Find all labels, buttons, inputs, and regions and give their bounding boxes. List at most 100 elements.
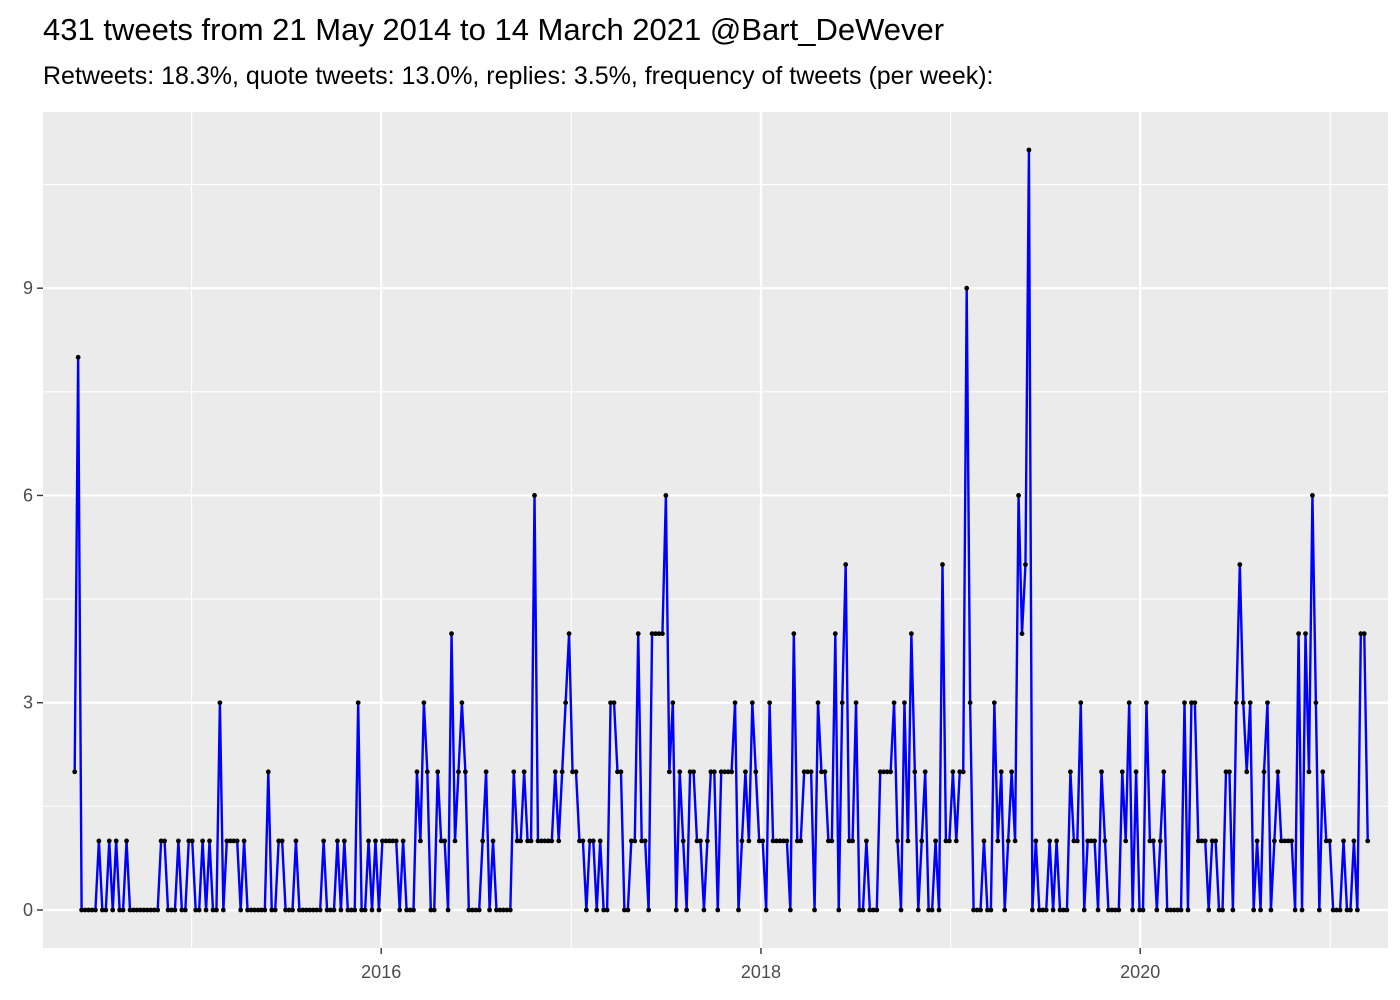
data-point bbox=[203, 907, 209, 913]
data-point bbox=[393, 838, 399, 844]
data-point bbox=[1278, 838, 1284, 844]
chart-subtitle: Retweets: 18.3%, quote tweets: 13.0%, re… bbox=[43, 62, 994, 90]
data-point bbox=[1240, 700, 1246, 706]
data-point bbox=[732, 700, 738, 706]
data-point bbox=[1230, 907, 1236, 913]
data-point bbox=[245, 907, 250, 913]
data-point bbox=[774, 838, 779, 844]
data-point bbox=[1223, 769, 1229, 775]
data-point bbox=[998, 769, 1004, 775]
data-point bbox=[1175, 907, 1180, 913]
data-point bbox=[991, 700, 997, 706]
data-point bbox=[473, 907, 479, 913]
data-point bbox=[905, 838, 911, 844]
data-point bbox=[684, 907, 690, 913]
data-point bbox=[214, 907, 219, 913]
data-point bbox=[808, 769, 814, 775]
data-point bbox=[926, 907, 932, 913]
data-point bbox=[698, 838, 703, 844]
data-point bbox=[1330, 907, 1336, 913]
data-point bbox=[597, 838, 603, 844]
data-point bbox=[1033, 838, 1039, 844]
data-point bbox=[1202, 838, 1208, 844]
data-point bbox=[677, 769, 683, 775]
data-point bbox=[791, 631, 797, 637]
data-point bbox=[587, 838, 593, 844]
data-point bbox=[687, 769, 693, 775]
data-point bbox=[310, 907, 316, 913]
data-point bbox=[258, 907, 264, 913]
data-point bbox=[580, 838, 586, 844]
data-point bbox=[532, 493, 537, 498]
data-point bbox=[753, 769, 759, 775]
data-point bbox=[321, 838, 327, 844]
data-point bbox=[545, 838, 551, 844]
data-point bbox=[120, 907, 126, 913]
data-point bbox=[1213, 838, 1219, 844]
data-point bbox=[1005, 838, 1011, 844]
data-point bbox=[421, 700, 427, 706]
data-point bbox=[708, 769, 714, 775]
data-point bbox=[625, 907, 631, 913]
data-point bbox=[922, 769, 928, 775]
data-point bbox=[1316, 907, 1322, 913]
data-point bbox=[549, 838, 555, 844]
data-point bbox=[770, 838, 776, 844]
data-point bbox=[438, 838, 444, 844]
data-point bbox=[971, 907, 976, 913]
data-point bbox=[1195, 838, 1201, 844]
data-point bbox=[666, 769, 672, 775]
data-point bbox=[953, 838, 959, 844]
data-point bbox=[888, 769, 894, 775]
data-point bbox=[628, 838, 634, 844]
data-point bbox=[618, 769, 624, 775]
data-point bbox=[881, 769, 887, 775]
data-point bbox=[134, 907, 140, 913]
y-tick-label: 0 bbox=[23, 900, 33, 920]
data-point bbox=[1123, 838, 1129, 844]
y-tick-label: 6 bbox=[23, 485, 33, 505]
data-point bbox=[103, 907, 109, 913]
data-point bbox=[566, 631, 572, 637]
data-point bbox=[466, 907, 472, 913]
data-point bbox=[1074, 838, 1080, 844]
data-point bbox=[874, 907, 880, 913]
data-point bbox=[1106, 907, 1111, 913]
data-point bbox=[729, 769, 734, 775]
data-point bbox=[787, 907, 793, 913]
data-point bbox=[680, 838, 686, 844]
data-point bbox=[608, 700, 613, 706]
data-point bbox=[366, 838, 371, 844]
data-point bbox=[1244, 769, 1250, 775]
y-tick-label: 9 bbox=[23, 278, 33, 298]
data-point bbox=[1354, 907, 1360, 913]
data-point bbox=[179, 907, 185, 913]
data-point bbox=[459, 700, 465, 706]
data-point bbox=[1178, 907, 1184, 913]
data-point bbox=[131, 907, 136, 913]
data-point bbox=[767, 700, 773, 706]
data-point bbox=[286, 907, 292, 913]
data-point bbox=[490, 838, 496, 844]
data-point bbox=[798, 838, 804, 844]
data-point bbox=[1192, 700, 1198, 706]
data-point bbox=[414, 769, 420, 775]
data-point bbox=[1036, 907, 1042, 913]
data-point bbox=[739, 838, 745, 844]
data-point bbox=[252, 907, 257, 913]
data-point bbox=[1182, 700, 1187, 706]
data-point bbox=[1254, 838, 1260, 844]
data-point bbox=[1012, 838, 1018, 844]
data-point bbox=[891, 700, 897, 706]
data-point bbox=[1168, 907, 1174, 913]
data-point bbox=[539, 838, 544, 844]
data-point bbox=[981, 838, 987, 844]
data-point bbox=[867, 907, 873, 913]
data-point bbox=[756, 838, 762, 844]
data-point bbox=[908, 631, 914, 637]
data-point bbox=[234, 838, 240, 844]
data-point bbox=[995, 838, 1001, 844]
data-point bbox=[1358, 631, 1364, 637]
data-point bbox=[1154, 907, 1160, 913]
data-point bbox=[974, 907, 980, 913]
